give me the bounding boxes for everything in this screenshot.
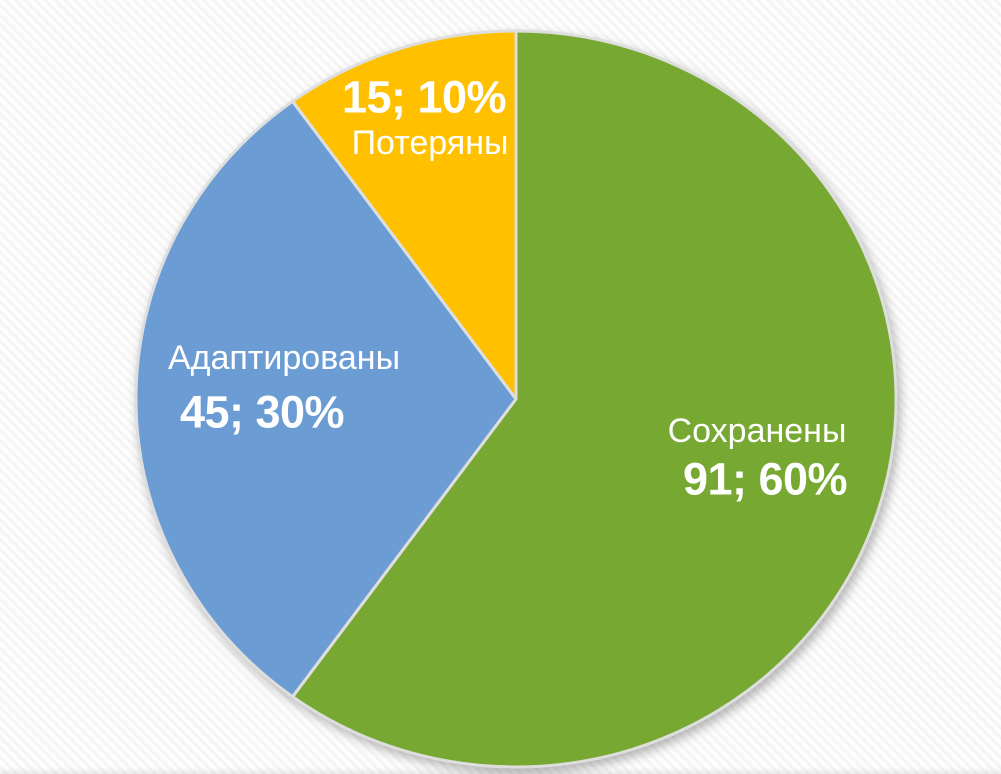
- pie-slice-2[interactable]: [134, 99, 518, 699]
- pie-slice-3[interactable]: [291, 29, 518, 401]
- pie-slice-1[interactable]: [291, 29, 898, 769]
- slice-label-name-2: Адаптированы: [167, 339, 401, 377]
- slice-label-value-2: 45; 30%: [179, 386, 345, 438]
- slice-label-name-1: Сохранены: [667, 412, 847, 450]
- slice-label-value-3: 15; 10%: [341, 71, 507, 123]
- slice-label-value-1: 91; 60%: [682, 453, 848, 505]
- slice-label-name-3: Потеряны: [351, 124, 509, 162]
